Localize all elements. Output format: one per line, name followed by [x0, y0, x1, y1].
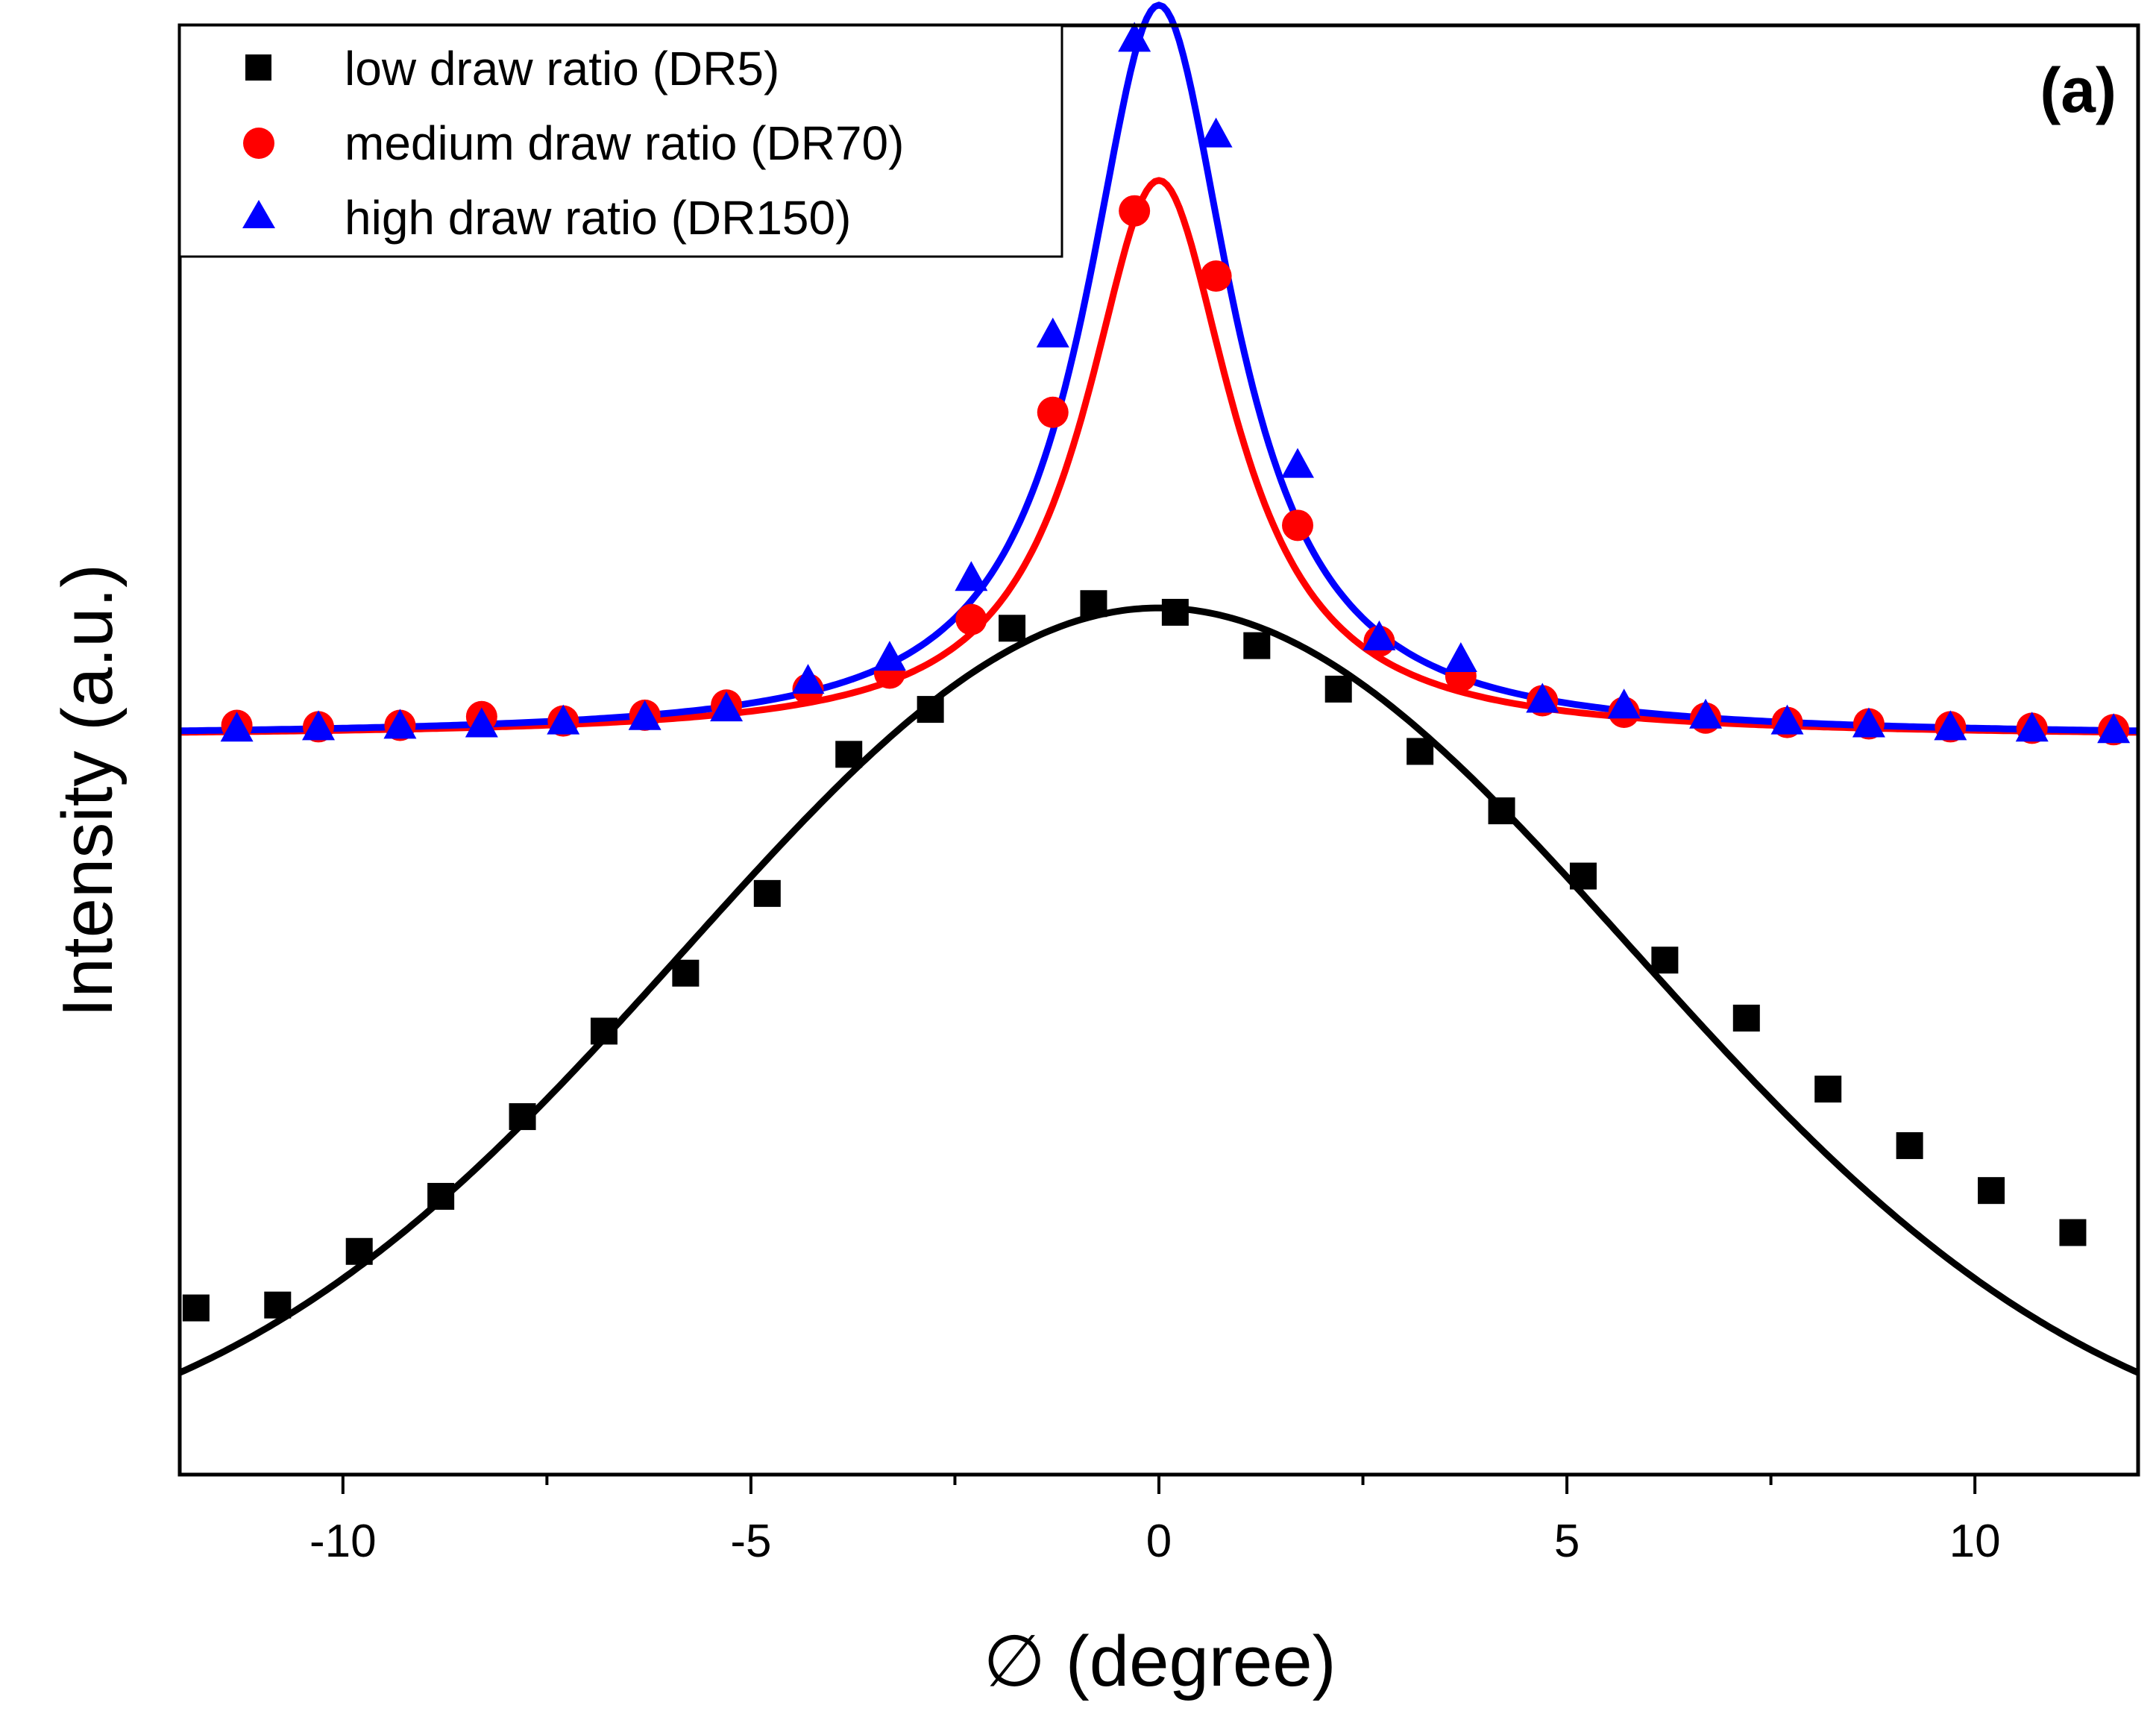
point-triangle: [220, 712, 254, 742]
point-square: [1732, 1004, 1760, 1032]
point-circle: [1119, 195, 1151, 227]
point-triangle: [1118, 22, 1151, 52]
x-tick-label: 0: [1146, 1516, 1172, 1567]
legend-label-dr150: high draw ratio (DR150): [345, 191, 851, 245]
point-square: [1243, 632, 1271, 659]
point-triangle: [955, 561, 988, 591]
point-square: [590, 1017, 617, 1045]
point-square: [2059, 1219, 2087, 1246]
point-triangle: [1281, 448, 1315, 478]
point-square: [1569, 862, 1597, 890]
x-axis-ticks: [341, 1475, 1977, 1494]
point-triangle: [628, 700, 661, 730]
point-triangle: [1444, 642, 1477, 673]
point-circle: [955, 603, 987, 635]
x-tick-label: -5: [730, 1516, 771, 1567]
point-triangle: [2097, 713, 2131, 744]
point-square: [1488, 797, 1515, 825]
panel-label: (a): [2040, 55, 2116, 125]
point-square: [835, 741, 863, 768]
point-triangle: [1689, 698, 1723, 729]
point-triangle: [710, 691, 744, 722]
point-square: [182, 1294, 210, 1322]
fit-curve-triangle: [180, 1, 2138, 735]
legend-marker-triangle: [242, 200, 275, 228]
point-square: [1080, 590, 1107, 618]
x-tick-label: -10: [309, 1516, 377, 1567]
point-square: [917, 696, 944, 723]
point-triangle: [1363, 620, 1396, 650]
point-triangle: [873, 641, 906, 671]
point-square: [427, 1182, 455, 1210]
legend-label-dr5: low draw ratio (DR5): [345, 42, 779, 95]
point-square: [345, 1237, 373, 1265]
point-triangle: [1770, 704, 1804, 735]
legend-marker-circle: [243, 128, 274, 159]
point-triangle: [1199, 117, 1233, 148]
point-square: [1651, 947, 1679, 974]
point-square: [264, 1291, 292, 1319]
data-points: [182, 22, 2131, 1322]
point-triangle: [1526, 682, 1559, 713]
legend-label-dr70: medium draw ratio (DR70): [345, 116, 904, 170]
fit-curve-square: [178, 604, 2140, 1376]
point-square: [999, 615, 1026, 642]
point-triangle: [791, 664, 825, 694]
point-square: [1896, 1131, 1923, 1159]
x-axis-title: ∅ (degree): [983, 1622, 1336, 1701]
point-square: [1978, 1177, 2005, 1205]
point-square: [672, 959, 700, 987]
point-triangle: [302, 710, 336, 741]
point-square: [509, 1103, 536, 1131]
point-circle: [1037, 396, 1069, 428]
point-square: [1814, 1076, 1842, 1103]
point-triangle: [547, 704, 580, 735]
point-square: [1407, 738, 1434, 765]
x-tick-label: 5: [1554, 1516, 1580, 1567]
fit-curves: [178, 1, 2140, 1376]
x-axis-tick-labels: -10 -5 0 5 10: [309, 1516, 2001, 1567]
legend: low draw ratio (DR5) medium draw ratio (…: [178, 24, 1063, 258]
legend-marker-square: [245, 54, 271, 81]
point-triangle: [1036, 317, 1069, 348]
point-circle: [1200, 260, 1232, 292]
point-triangle: [1852, 707, 1885, 738]
point-square: [753, 879, 781, 907]
point-triangle: [1607, 688, 1641, 719]
point-square: [1161, 598, 1189, 626]
legend-box: [178, 24, 1063, 258]
point-triangle: [1934, 710, 1967, 741]
y-axis-title: Intensity (a.u.): [48, 564, 128, 1017]
x-tick-label: 10: [1949, 1516, 2001, 1567]
point-triangle: [2015, 712, 2049, 742]
fit-curve-circle: [179, 177, 2139, 736]
point-triangle: [383, 709, 417, 739]
point-square: [1324, 675, 1352, 703]
point-circle: [1282, 509, 1314, 542]
point-triangle: [465, 707, 498, 738]
